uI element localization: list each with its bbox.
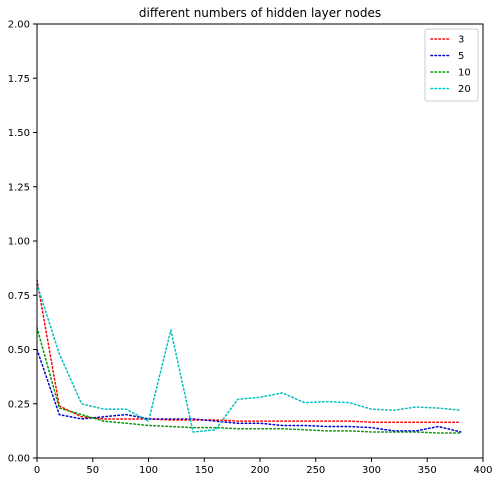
- y-tick-label: 0.50: [8, 345, 30, 356]
- x-tick-label: 100: [139, 465, 158, 476]
- x-tick-label: 150: [195, 465, 214, 476]
- series-line-3: [36, 279, 462, 423]
- legend-label: 3: [458, 35, 464, 46]
- y-tick-label: 0.25: [8, 399, 30, 410]
- x-tick-label: 350: [418, 465, 437, 476]
- x-tick-label: 200: [250, 465, 269, 476]
- x-tick-label: 50: [86, 465, 99, 476]
- legend: 3 5 10 20: [424, 28, 479, 102]
- y-tick-label: 1.50: [8, 128, 30, 139]
- y-tick-label: 0.00: [8, 454, 30, 465]
- y-tick-label: 1.75: [8, 74, 30, 85]
- series-line-5: [36, 348, 462, 433]
- x-tick-label: 400: [473, 465, 492, 476]
- legend-label: 5: [458, 51, 464, 62]
- legend-label: 20: [458, 84, 471, 95]
- x-axis: 0 50 100 150 200 250 300 350 400: [34, 458, 493, 476]
- y-axis: 0.00 0.25 0.50 0.75 1.00 1.25 1.50 1.75 2.00: [8, 20, 37, 465]
- legend-label: 10: [458, 68, 471, 79]
- series-line-20: [36, 283, 462, 433]
- series-line-10: [36, 327, 462, 434]
- x-tick-label: 300: [362, 465, 381, 476]
- legend-box: [424, 28, 479, 102]
- y-tick-label: 2.00: [8, 20, 30, 31]
- chart-title: different numbers of hidden layer nodes: [139, 6, 381, 20]
- y-tick-label: 1.25: [8, 182, 30, 193]
- plot-frame: [36, 23, 484, 459]
- x-tick-label: 0: [34, 465, 40, 476]
- y-tick-label: 0.75: [8, 291, 30, 302]
- y-tick-label: 1.00: [8, 237, 30, 248]
- x-tick-label: 250: [306, 465, 325, 476]
- series-layer: [36, 279, 462, 434]
